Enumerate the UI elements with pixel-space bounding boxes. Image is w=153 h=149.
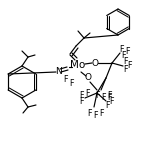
- Text: F: F: [99, 108, 103, 118]
- Text: F: F: [70, 80, 74, 89]
- Text: F: F: [88, 108, 92, 118]
- Text: F: F: [125, 48, 129, 56]
- Text: N: N: [55, 66, 61, 76]
- Text: F: F: [120, 45, 124, 53]
- Text: F: F: [127, 60, 131, 69]
- Text: F: F: [110, 97, 114, 107]
- Text: F: F: [101, 93, 105, 101]
- Text: F: F: [96, 90, 100, 100]
- Text: Mo: Mo: [70, 60, 86, 70]
- Text: F: F: [63, 76, 67, 84]
- Text: F: F: [79, 97, 83, 105]
- Text: F: F: [85, 90, 89, 98]
- Text: F: F: [122, 52, 126, 60]
- Text: F: F: [107, 90, 111, 100]
- Text: O: O: [91, 59, 99, 67]
- Text: F: F: [108, 93, 112, 101]
- Text: O: O: [84, 73, 91, 83]
- Text: F: F: [124, 66, 128, 74]
- Text: F: F: [106, 101, 110, 111]
- Text: F: F: [80, 91, 84, 100]
- Text: F: F: [124, 58, 128, 66]
- Text: F: F: [93, 111, 97, 119]
